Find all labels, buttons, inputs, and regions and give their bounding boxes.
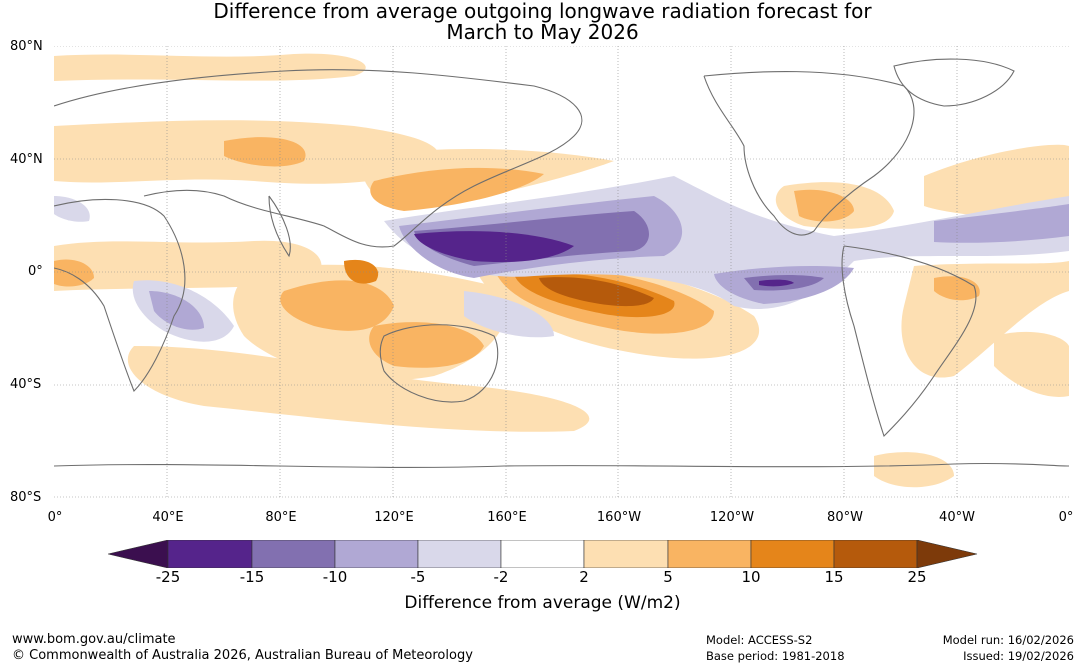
model-run-date: Model run: 16/02/2026: [942, 633, 1074, 647]
copyright-text: © Commonwealth of Australia 2026, Austra…: [12, 648, 473, 663]
lat-label: 40°N: [10, 152, 43, 167]
colorbar-segment: [750, 540, 835, 568]
colorbar-tick: -10: [322, 568, 348, 586]
coastline-india: [268, 195, 291, 258]
anomaly-fields: [54, 53, 1069, 488]
lon-label: 0°: [1058, 510, 1074, 525]
positive-anomaly-region: [874, 452, 954, 488]
negative-anomaly-region: [414, 231, 574, 263]
positive-anomaly-region: [54, 259, 94, 287]
graticule: [54, 46, 1069, 498]
coastline-australia: [379, 324, 499, 403]
lat-label: 80°N: [10, 39, 43, 54]
map-canvas: [54, 46, 1069, 498]
positive-anomaly-region: [924, 144, 1069, 218]
website-link[interactable]: www.bom.gov.au/climate: [12, 632, 176, 647]
colorbar-segment: [667, 540, 752, 568]
lon-label: 80°E: [265, 510, 297, 525]
base-period: Base period: 1981-2018: [706, 649, 845, 663]
colorbar-segment: [167, 540, 253, 568]
coastline-europe-asia: [54, 69, 583, 248]
colorbar: [108, 540, 978, 568]
positive-anomaly-region: [794, 189, 854, 222]
colorbar-segment: [833, 540, 918, 568]
colorbar-segment: [583, 540, 669, 568]
negative-anomaly-region: [54, 196, 90, 222]
anomaly-map: [54, 46, 1069, 498]
colorbar-tick: 10: [741, 568, 761, 586]
coastline-south-america: [841, 245, 977, 438]
coastline-antarctica: [54, 462, 1069, 468]
colorbar-tick: 5: [663, 568, 673, 586]
positive-anomaly-region: [344, 259, 379, 284]
issued-date: Issued: 19/02/2026: [963, 649, 1074, 663]
lon-label: 40°E: [152, 510, 184, 525]
colorbar-arrow-low: [108, 540, 169, 568]
colorbar-label: Difference from average (W/m2): [404, 593, 681, 613]
colorbar-tick: 25: [907, 568, 927, 586]
colorbar-tick: -25: [155, 568, 181, 586]
colorbar-tick: -5: [410, 568, 426, 586]
positive-anomaly-region: [280, 280, 394, 331]
colorbar-segment: [500, 540, 585, 568]
colorbar-arrow-high: [916, 540, 978, 568]
lon-label: 160°W: [596, 510, 642, 525]
negative-anomaly-region: [759, 279, 794, 287]
positive-anomaly-region: [370, 167, 544, 211]
colorbar-segment: [334, 540, 419, 568]
lon-label: 120°W: [709, 510, 755, 525]
colorbar-tick: 2: [579, 568, 589, 586]
colorbar-segment: [251, 540, 336, 568]
lon-label: 120°E: [374, 510, 414, 525]
colorbar-tick: 15: [824, 568, 844, 586]
coastline-africa: [54, 198, 186, 392]
coastline-north-america: [703, 70, 915, 236]
lon-label: 80°W: [827, 510, 863, 525]
negative-anomaly-region: [149, 291, 204, 330]
positive-anomaly-region: [54, 53, 366, 81]
lat-label: 80°S: [10, 490, 42, 505]
lat-label: 40°S: [10, 377, 42, 392]
positive-anomaly-region: [369, 322, 484, 368]
coastline-greenland: [893, 58, 1015, 107]
positive-anomaly-region: [127, 346, 590, 432]
lon-label: 160°E: [487, 510, 527, 525]
chart-title-line-1: Difference from average outgoing longwav…: [213, 0, 872, 23]
negative-anomaly-region: [464, 291, 554, 338]
positive-anomaly-region: [994, 331, 1069, 397]
positive-anomaly-region: [539, 277, 654, 307]
colorbar-tick: -2: [493, 568, 509, 586]
model-name: Model: ACCESS-S2: [706, 633, 813, 647]
colorbar-tick: -15: [239, 568, 265, 586]
coastlines: [54, 58, 1069, 468]
lon-label: 40°W: [939, 510, 975, 525]
colorbar-segment: [417, 540, 502, 568]
chart-title-line-2: March to May 2026: [446, 20, 639, 44]
lat-label: 0°: [28, 264, 43, 279]
negative-anomaly-region: [934, 204, 1069, 243]
lon-label: 0°: [47, 510, 63, 525]
